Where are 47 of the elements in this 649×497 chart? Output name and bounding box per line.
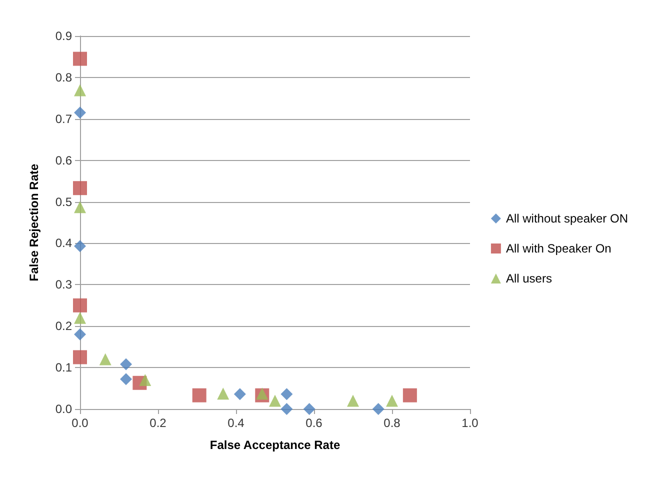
y-tick-label: 0.9	[55, 29, 72, 43]
point	[303, 403, 316, 415]
x-tick-label: 0.6	[306, 416, 323, 430]
point	[120, 358, 132, 370]
point	[74, 201, 86, 214]
x-tick-label: 0.4	[228, 416, 245, 430]
legend-label: All with Speaker On	[506, 242, 612, 256]
y-tick-label: 0.3	[55, 278, 72, 292]
point	[74, 328, 86, 340]
y-tick-label: 0.4	[55, 236, 72, 250]
point	[280, 388, 293, 400]
y-tick-label: 0.8	[55, 70, 72, 84]
y-tick-label: 0.1	[55, 360, 72, 375]
point	[139, 374, 152, 386]
y-tick-label: 0.0	[55, 402, 72, 416]
point	[73, 298, 87, 312]
y-tick-label: 0.6	[55, 153, 72, 168]
point	[74, 312, 86, 324]
legend-label: All users	[506, 272, 552, 286]
y-tick-label: 0.5	[55, 194, 72, 209]
point	[192, 388, 206, 402]
x-tick-label: 1.0	[462, 416, 479, 430]
point	[217, 388, 230, 400]
point	[73, 52, 87, 66]
point	[74, 84, 86, 96]
x-axis-title: False Acceptance Rate	[210, 438, 340, 452]
point	[256, 388, 268, 400]
point	[73, 181, 87, 196]
x-tick-label: 0.8	[384, 416, 401, 430]
point	[120, 373, 132, 386]
point	[386, 394, 398, 407]
y-axis-title: False Rejection Rate	[27, 163, 41, 282]
y-tick-label: 0.2	[55, 319, 72, 334]
y-tick-label: 0.7	[55, 112, 72, 126]
point	[402, 388, 417, 402]
point	[234, 388, 246, 400]
point	[269, 394, 281, 407]
legend-label: All without speaker ON	[506, 212, 628, 226]
point	[73, 350, 87, 364]
x-tick-label: 0.2	[150, 416, 167, 430]
point	[74, 106, 86, 119]
point	[99, 353, 112, 366]
point	[347, 394, 359, 407]
point	[74, 240, 86, 252]
x-tick-label: 0.0	[72, 416, 89, 430]
point	[372, 403, 384, 415]
point	[280, 403, 293, 415]
